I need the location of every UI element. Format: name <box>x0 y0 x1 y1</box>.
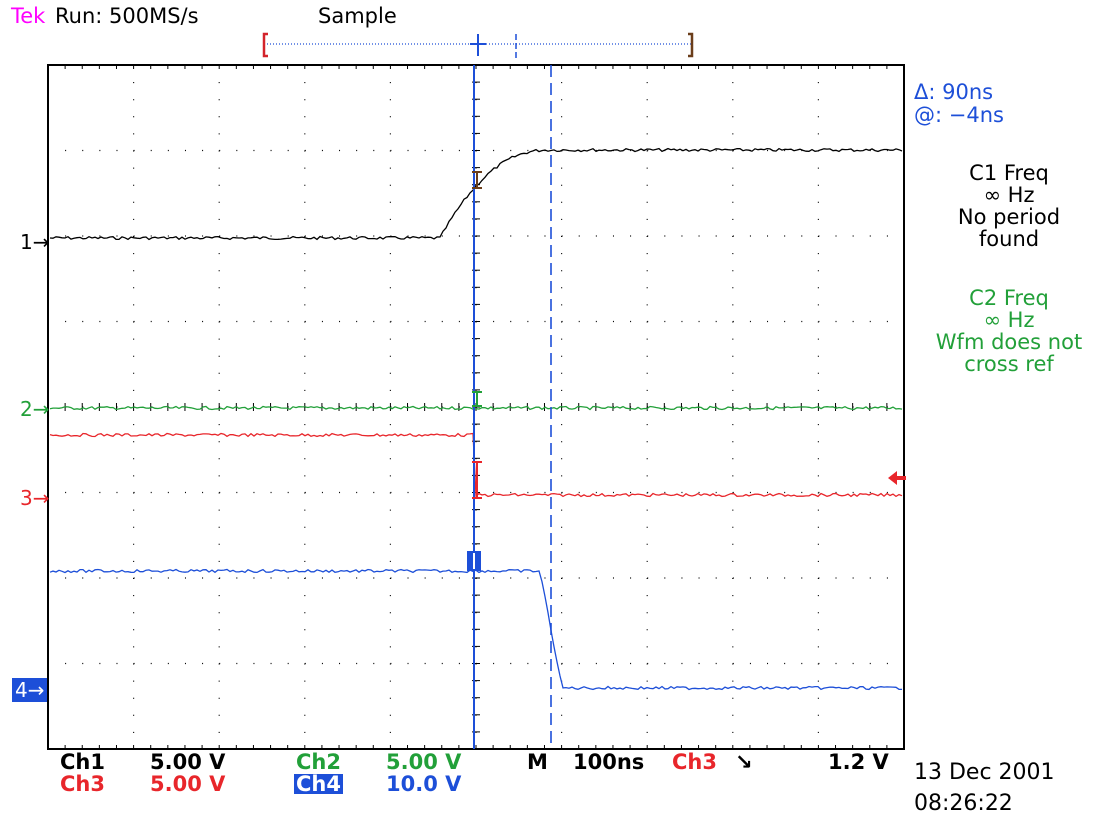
ch1-waveform <box>49 147 903 241</box>
cursor-mark-ch3 <box>472 461 482 499</box>
record-view-bar[interactable] <box>262 32 694 58</box>
measurement-note: cross ref <box>964 352 1054 376</box>
ch2-label[interactable]: Ch2 <box>296 750 341 774</box>
trigger-source[interactable]: Ch3 <box>672 750 717 774</box>
ch4-scale: 10.0 V <box>386 772 462 796</box>
measurement-title: C1 Freq <box>969 161 1049 185</box>
timebase-value[interactable]: 100ns <box>573 750 645 774</box>
ch3-label[interactable]: Ch3 <box>60 772 105 796</box>
ch2-waveform <box>49 405 903 411</box>
ch3-scale: 5.00 V <box>150 772 226 796</box>
trigger-level-arrow[interactable] <box>888 471 906 485</box>
ch1-label[interactable]: Ch1 <box>60 750 105 774</box>
ch2-scale: 5.00 V <box>386 750 462 774</box>
measurement-c2-freq: C2 Freq ∞ Hz Wfm does not cross ref <box>906 287 1112 375</box>
ch3-ground-marker[interactable]: 3→ <box>20 486 50 510</box>
timebase-label: M <box>527 750 548 774</box>
measurement-value: ∞ Hz <box>983 308 1035 332</box>
ch1-scale: 5.00 V <box>150 750 226 774</box>
measurement-title: C2 Freq <box>969 286 1049 310</box>
measurement-note: No period <box>957 205 1061 229</box>
trigger-slope-icon: ↘ <box>735 750 753 774</box>
date-readout: 13 Dec 2001 <box>914 760 1055 785</box>
cursor-mark-ch1 <box>472 171 482 189</box>
measurement-note: found <box>978 227 1040 251</box>
measurement-value: ∞ Hz <box>983 183 1035 207</box>
ch1-ground-marker[interactable]: 1→ <box>20 230 50 254</box>
ch4-ground-marker[interactable]: 4→ <box>12 678 48 702</box>
cursor-delta-readout: Δ: 90ns <box>914 80 994 104</box>
trigger-level[interactable]: 1.2 V <box>828 750 889 774</box>
acquisition-mode: Sample <box>318 4 397 28</box>
cursor-mark-ch2 <box>472 391 482 407</box>
brand-logo: Tek <box>11 4 46 28</box>
ch4-label[interactable]: Ch4 <box>294 772 343 796</box>
measurement-note: Wfm does not <box>935 330 1083 354</box>
time-readout: 08:26:22 <box>914 791 1013 816</box>
ch2-ground-marker[interactable]: 2→ <box>20 397 50 421</box>
acquisition-status: Run: 500MS/s <box>55 4 199 28</box>
measurement-c1-freq: C1 Freq ∞ Hz No period found <box>906 162 1112 250</box>
cursor-position-readout: @: −4ns <box>914 103 1004 127</box>
